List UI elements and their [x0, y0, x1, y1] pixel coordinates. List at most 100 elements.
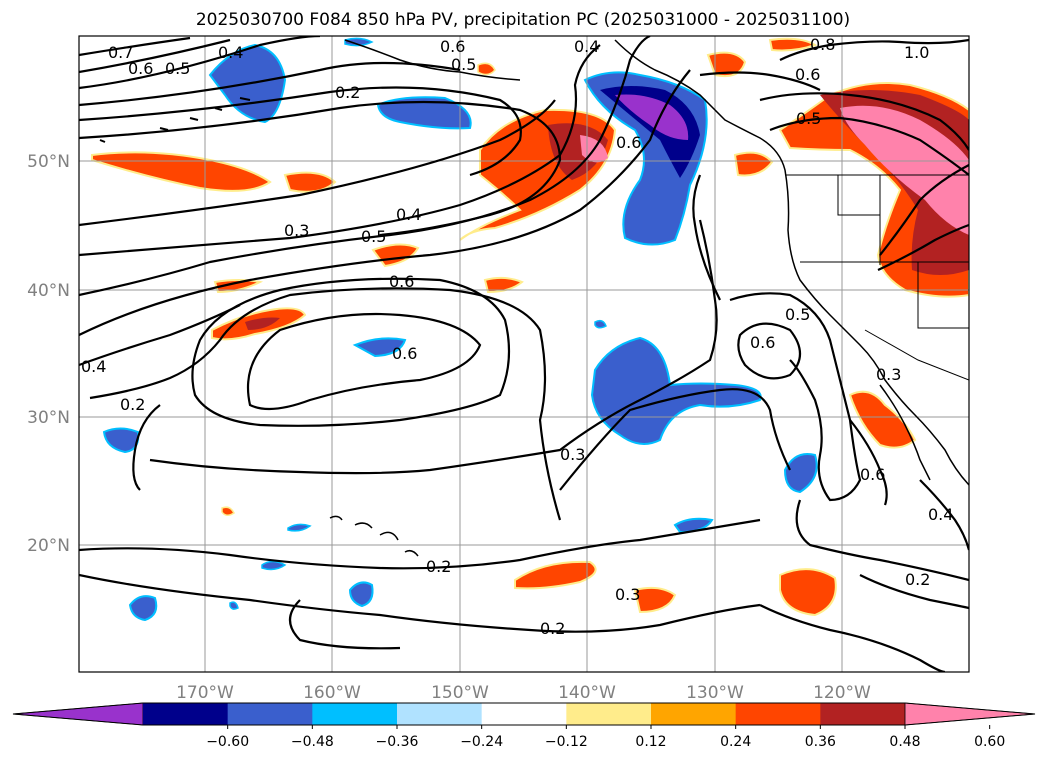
pv-contour	[877, 223, 969, 271]
precip-blob	[261, 560, 287, 571]
pv-contour	[759, 604, 946, 672]
contour-label: 0.2	[120, 395, 145, 414]
pv-contour	[79, 573, 761, 633]
pv-contour	[79, 518, 761, 570]
lon-label: 160°W	[303, 683, 361, 703]
precip-blob	[287, 523, 312, 532]
map-frame	[78, 35, 970, 673]
colorbar-tick-label: 0.60	[974, 734, 1005, 750]
colorbar-tick-label: −0.24	[460, 734, 503, 750]
colorbar-tick-label: −0.12	[545, 734, 588, 750]
precip-blob	[615, 94, 689, 140]
graticule	[79, 36, 969, 672]
coastline	[329, 515, 343, 521]
precip-blob	[221, 506, 235, 516]
lat-label: 20°N	[27, 536, 70, 556]
precip-blob	[483, 276, 524, 294]
contour-label: 0.3	[560, 445, 585, 464]
pv-contour	[79, 36, 321, 90]
colorbar-segment	[481, 703, 567, 725]
colorbar-tick-label: 0.36	[805, 734, 836, 750]
contour-label: 0.4	[928, 505, 953, 524]
precip-blob	[706, 51, 747, 78]
contour-label: 0.2	[335, 83, 360, 102]
contour-label: 0.5	[785, 305, 810, 324]
contour-label: 0.5	[361, 227, 386, 246]
coastline	[344, 39, 521, 81]
colorbar-tick-label: 0.48	[889, 734, 920, 750]
precip-blob	[783, 453, 818, 494]
lon-label: 120°W	[813, 683, 871, 703]
pv-contour	[79, 99, 556, 227]
pv-contour-labels: 0.7 0.6 0.5 0.4 0.2 0.6 0.5 0.4 0.8 0.6 …	[81, 36, 953, 638]
coastlines	[99, 39, 969, 557]
pv-contour	[79, 38, 231, 74]
contour-label: 0.4	[218, 43, 243, 62]
contour-label: 0.3	[615, 585, 640, 604]
pv-contour	[559, 388, 791, 491]
pv-contour	[79, 69, 691, 336]
pv-contour	[699, 71, 821, 91]
precip-blob	[348, 581, 374, 608]
contour-label: 0.4	[396, 205, 421, 224]
pv-contour	[288, 599, 401, 650]
contour-label: 0.5	[451, 55, 476, 74]
coastline	[354, 522, 419, 557]
precip-blob	[514, 560, 597, 590]
political-borders	[785, 174, 969, 381]
pv-contours	[79, 36, 969, 672]
pv-contour	[149, 219, 718, 475]
colorbar-extend-low	[12, 702, 144, 726]
colorbar-tick-label: −0.60	[206, 734, 249, 750]
contour-label: 0.6	[616, 133, 641, 152]
precip-blob	[229, 601, 239, 610]
colorbar-segment	[312, 703, 398, 725]
colorbar-extend-high	[904, 702, 1036, 726]
precip-blob	[633, 586, 677, 614]
colorbar-tick-label: 0.24	[720, 734, 751, 750]
figure-title: 2025030700 F084 850 hPa PV, precipitatio…	[196, 10, 850, 30]
contour-label: 0.6	[440, 37, 465, 56]
pv-contour	[879, 164, 969, 256]
pv-contour	[79, 61, 461, 107]
colorbar-segment	[651, 703, 737, 725]
lon-label: 150°W	[431, 683, 489, 703]
longitude-labels: 170°W 160°W 150°W 140°W 130°W 120°W	[176, 683, 871, 703]
contour-label: 0.3	[876, 365, 901, 384]
lat-label: 50°N	[27, 152, 70, 172]
pv-contour	[849, 419, 888, 506]
contour-label: 0.7	[108, 43, 133, 62]
border-line	[917, 262, 969, 329]
contour-label: 0.2	[905, 570, 930, 589]
colorbar-tick-label: 0.12	[635, 734, 666, 750]
contour-label: 0.2	[540, 619, 565, 638]
contour-label: 1.0	[904, 43, 929, 62]
contour-label: 0.5	[165, 59, 190, 78]
precip-blob	[283, 171, 337, 193]
colorbar-segment	[735, 703, 821, 725]
precip-blob	[548, 123, 608, 180]
precip-blob	[594, 319, 607, 329]
contour-label: 0.6	[795, 65, 820, 84]
pv-contour	[79, 36, 191, 57]
colorbar-segment	[566, 703, 652, 725]
pv-contour	[759, 92, 969, 151]
contour-label: 0.3	[284, 221, 309, 240]
pv-contour	[246, 312, 482, 411]
pv-contour	[692, 174, 721, 301]
colorbar-frame	[12, 702, 1036, 726]
contour-label: 0.6	[389, 272, 414, 291]
pv-contour	[795, 499, 969, 582]
contour-label: 0.6	[860, 465, 885, 484]
lon-label: 140°W	[558, 683, 616, 703]
pv-contour	[89, 287, 562, 521]
contour-label: 0.5	[796, 109, 821, 128]
coastline	[879, 384, 931, 481]
colorbar-segment	[227, 703, 313, 725]
precip-blob	[91, 151, 272, 192]
latitude-labels: 50°N 40°N 30°N 20°N	[27, 152, 70, 556]
pv-contour	[737, 322, 802, 380]
pv-contour	[919, 479, 969, 551]
precip-blob	[848, 390, 917, 449]
